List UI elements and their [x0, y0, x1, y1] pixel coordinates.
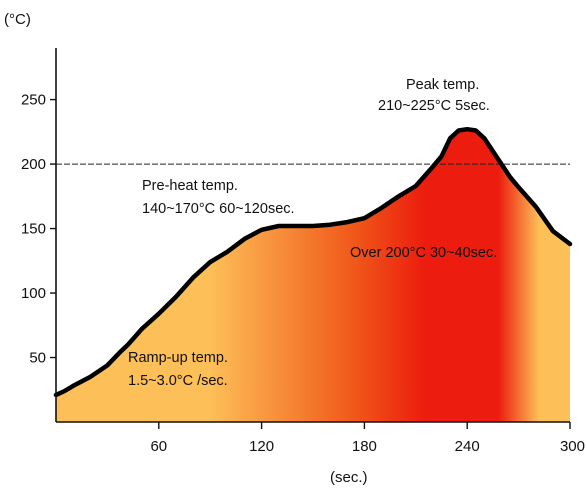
annotation-over200: Over 200°C 30~40sec.: [350, 245, 497, 261]
annotation-preheat-detail: 140~170°C 60~120sec.: [142, 201, 295, 217]
y-tick-label: 50: [29, 350, 46, 367]
annotations: Peak temp. 210~225°C 5sec. Pre-heat temp…: [128, 77, 497, 389]
x-tick-label: 180: [352, 438, 377, 455]
y-tick-label: 150: [21, 221, 46, 238]
temperature-area: [56, 129, 570, 422]
y-axis-ticks: 50 100 150 200 250: [21, 92, 56, 367]
y-tick-label: 200: [21, 156, 46, 173]
x-axis-label: (sec.): [330, 469, 368, 486]
x-tick-label: 120: [249, 438, 274, 455]
y-tick-label: 250: [21, 92, 46, 109]
temperature-curve: [53, 126, 573, 398]
annotation-peak-detail: 210~225°C 5sec.: [378, 98, 490, 114]
x-tick-label: 240: [455, 438, 480, 455]
annotation-rampup-detail: 1.5~3.0°C /sec.: [128, 373, 228, 389]
x-tick-label: 300: [560, 438, 585, 455]
x-axis-ticks: 60 120 180 240 300: [150, 422, 585, 455]
x-tick-label: 60: [150, 438, 167, 455]
y-axis-label: (°C): [4, 11, 31, 28]
annotation-rampup-title: Ramp-up temp.: [128, 350, 228, 366]
y-tick-label: 100: [21, 285, 46, 302]
annotation-preheat-title: Pre-heat temp.: [142, 178, 238, 194]
annotation-peak-title: Peak temp.: [406, 77, 479, 93]
